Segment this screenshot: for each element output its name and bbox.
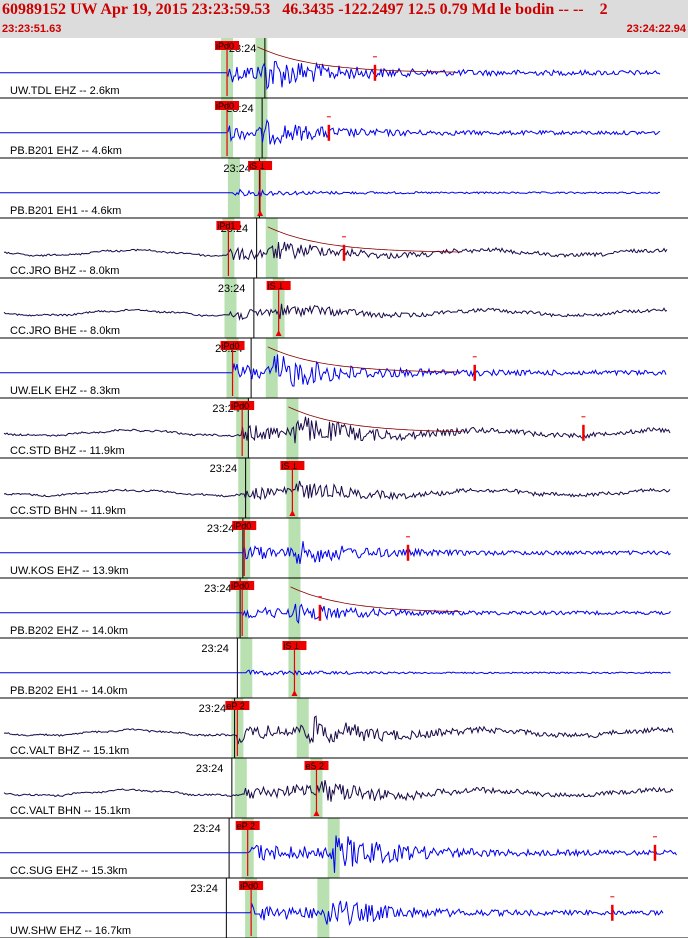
tick-label: 23:24 [193,823,221,835]
phase-pick-label: iPd0 [216,41,234,51]
phase-pick-label: eS 2 [305,761,324,771]
phase-pick-label: iPd1 [217,221,235,231]
tick-label: 23:24 [218,283,246,295]
station-label: PB.B202 EHZ -- 14.0km [10,625,128,637]
waveform-trace [0,188,660,198]
station-label: PB.B201 EH1 -- 4.6km [10,205,121,217]
station-label: CC.VALT BHN -- 15.1km [10,805,130,817]
phase-pick-box[interactable] [232,521,257,530]
waveform-trace [0,900,664,927]
waveform-trace [3,780,674,802]
phase-pick-label: iS 1 [281,461,297,471]
s-pick-arrow-bottom [275,330,282,336]
station-label: CC.JRO BHE -- 8.0km [10,325,120,337]
event-title: 60989152 UW Apr 19, 2015 23:23:59.53 46.… [2,1,608,18]
phase-pick-label: eP 2 [237,821,255,831]
waveform-trace [0,669,671,676]
s-pick-arrow-bottom [291,690,298,696]
s-pick-arrow [313,761,320,767]
tick-label: 23:24 [204,583,232,595]
station-label: CC.JRO BHZ -- 8.0km [10,265,119,277]
tick-label: 23:24 [196,763,224,775]
phase-pick-label: iPd0 [231,401,249,411]
station-label: UW.KOS EHZ -- 13.9km [10,565,129,577]
tick-label: 23:24 [201,643,229,655]
s-pick-arrow [257,161,264,167]
waveform-trace [3,241,668,261]
station-label: CC.STD BHN -- 11.9km [10,505,126,517]
waveform-trace [3,303,668,321]
s-pick-arrow [291,641,298,647]
event-header: 60989152 UW Apr 19, 2015 23:23:59.53 46.… [0,0,688,38]
s-pick-arrow-bottom [257,210,264,216]
station-label: UW.TDL EHZ -- 2.6km [10,85,120,97]
phase-pick-label: iPd0 [240,881,258,891]
waveform-trace [3,480,671,501]
station-label: PB.B202 EH1 -- 14.0km [10,685,127,697]
station-label: CC.SUG EHZ -- 15.3km [10,865,127,877]
start-time: 23:23:51.63 [2,23,62,35]
phase-pick-box[interactable] [220,341,245,350]
station-label: CC.VALT BHZ -- 15.1km [10,745,129,757]
coda-decay-curve [267,346,460,373]
end-time: 23:24:22.94 [626,23,686,35]
station-label: UW.SHW EHZ -- 16.7km [10,925,131,937]
tick-label: 23:24 [199,703,227,715]
waveform-trace [0,835,677,873]
p-phase-band [221,38,258,938]
waveform-trace [0,541,671,564]
s-pick-arrow [289,461,296,467]
phase-pick-label: iPd0 [231,581,249,591]
phase-pick-box[interactable] [230,581,255,590]
s-pick-arrow-bottom [313,810,320,816]
waveform-trace [0,60,661,91]
phase-pick-label: iS 1 [283,641,299,651]
waveform-trace [3,715,674,745]
phase-pick-label: eP 2 [226,701,244,711]
waveform-trace [3,416,671,444]
coda-decay-curve [288,406,463,433]
phase-pick-label: iPd0 [233,521,251,531]
phase-pick-box[interactable] [225,701,250,710]
coda-decay-curve [257,46,456,73]
waveform-trace [0,354,667,387]
phase-pick-box[interactable] [215,41,240,50]
tick-label: 23:24 [207,523,235,535]
coda-decay-curve [290,586,462,612]
phase-pick-label: iPd0 [222,341,240,351]
coda-decay-curve [267,226,460,253]
phase-pick-label: iS 1 [249,161,265,171]
waveform-trace [0,603,671,625]
phase-pick-box[interactable] [239,881,264,890]
tick-label: 23:24 [210,463,238,475]
phase-pick-box[interactable] [235,821,260,830]
station-label: UW.ELK EHZ -- 8.3km [10,385,120,397]
station-label: CC.STD BHZ -- 11.9km [10,445,125,457]
s-pick-arrow-bottom [289,510,296,516]
station-label: PB.B201 EHZ -- 4.6km [10,145,122,157]
s-pick-arrow [275,281,282,287]
phase-pick-label: iS 1 [268,281,284,291]
phase-pick-box[interactable] [230,401,255,410]
tick-label: 23:24 [190,883,218,895]
phase-pick-label: iPd0 [216,101,234,111]
tick-label: 23:24 [223,163,251,175]
phase-pick-box[interactable] [216,221,241,230]
phase-pick-box[interactable] [215,101,240,110]
